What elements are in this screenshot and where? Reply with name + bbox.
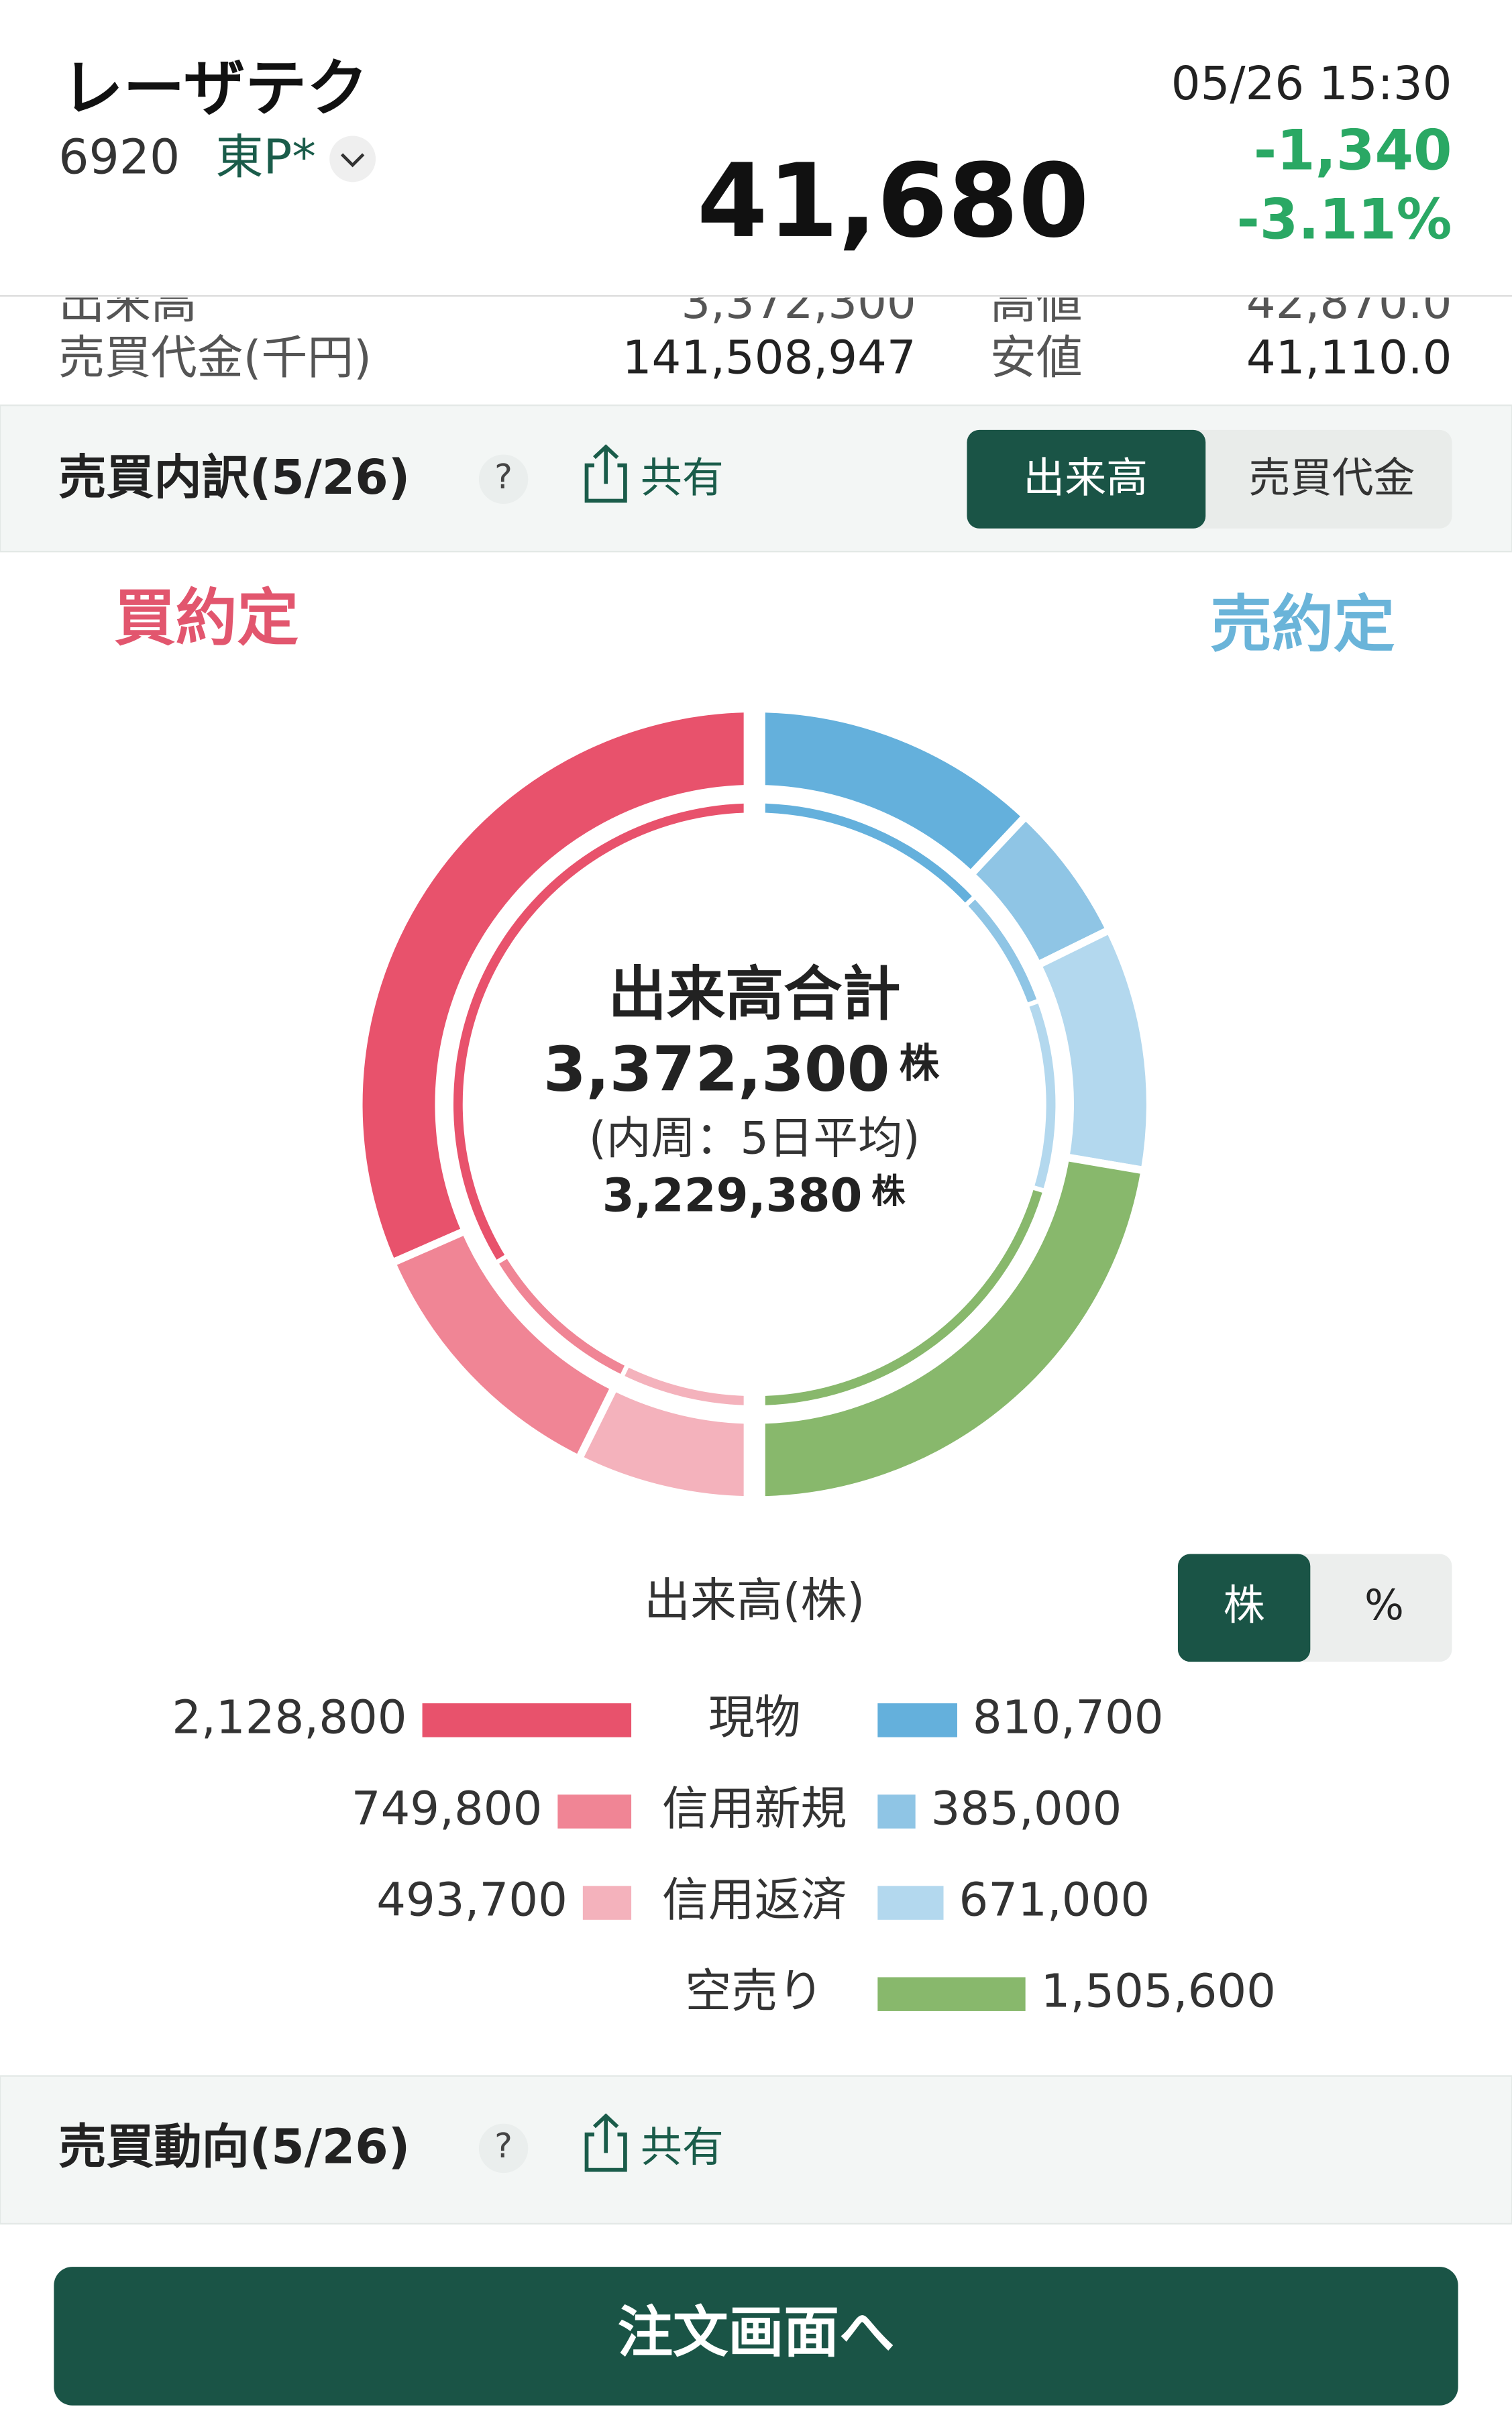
unit-toggle-active[interactable] <box>1177 1554 1311 1662</box>
unit-option[interactable]: % <box>1364 1580 1404 1629</box>
legend-value: 385,000 <box>931 1782 1122 1835</box>
legend-bar <box>877 1703 957 1737</box>
sell-label: 売約定 <box>1210 588 1395 660</box>
section-title: 売買動向(5/26) <box>58 2118 410 2174</box>
legend-value: 810,700 <box>973 1690 1164 1744</box>
market: 東P* <box>215 129 316 185</box>
section-title: 売買内訳(5/26) <box>58 449 410 505</box>
legend-bar <box>557 1794 632 1829</box>
help-text[interactable]: ? <box>494 457 512 496</box>
stock-code: 6920 <box>58 129 180 185</box>
gap <box>743 1387 765 1508</box>
center-total: 3,372,300 <box>543 1034 890 1106</box>
legend-value: 1,505,600 <box>1041 1965 1276 2019</box>
order-button-text[interactable]: 注文画面へ <box>617 2300 894 2365</box>
stat-value: 42,870.0 <box>1246 276 1452 329</box>
market-dropdown[interactable] <box>329 136 376 182</box>
share-text[interactable]: 共有 <box>641 453 724 502</box>
help-text[interactable]: ? <box>494 2126 512 2165</box>
legend-value: 749,800 <box>352 1782 543 1835</box>
center-title: 出来高合計 <box>608 960 901 1028</box>
donut-segment <box>386 1226 620 1464</box>
gap <box>743 700 765 821</box>
donut-segment <box>355 704 759 1269</box>
legend-bar <box>877 1886 944 1920</box>
legend-bar <box>877 1794 916 1829</box>
change-pct: -3.11% <box>1237 188 1452 252</box>
toggle-active[interactable] <box>967 429 1206 529</box>
inner-segment <box>618 1361 757 1410</box>
order-button[interactable] <box>54 2267 1458 2406</box>
stat-value: 41,110.0 <box>1246 331 1452 385</box>
change: -1,340 <box>1254 118 1452 182</box>
legend-title: 出来高(株) <box>644 1574 865 1627</box>
section-header <box>0 2075 1512 2225</box>
stat-value: 3,372,300 <box>681 276 916 329</box>
legend-category: 空売り <box>685 1965 824 2019</box>
stat-label: 出来高 <box>58 276 197 329</box>
stat-label: 高値 <box>990 276 1083 329</box>
toggle-option[interactable]: 出来高 <box>1023 453 1148 502</box>
share-text[interactable]: 共有 <box>641 2123 724 2171</box>
legend-value: 2,128,800 <box>172 1690 407 1744</box>
help-icon[interactable] <box>478 2123 529 2174</box>
center-inner-total: 3,229,380 <box>602 1169 863 1222</box>
legend-category: 信用返済 <box>662 1874 847 1927</box>
buy-label: 買約定 <box>114 582 299 654</box>
help-icon[interactable] <box>478 454 529 504</box>
price: 41,680 <box>697 142 1089 260</box>
stats: 出来高 3,372,300 高値 42,870.0 売買代金(千円) 141,5… <box>58 276 1452 385</box>
legend-value: 493,700 <box>376 1874 568 1927</box>
stock-name: レーザテク <box>62 53 368 125</box>
legend-bar <box>582 1886 632 1920</box>
legend-category: 信用新規 <box>662 1782 847 1835</box>
donut-segment <box>574 1382 759 1504</box>
legend: 現物 2,128,800 810,700 信用新規 749,800 385,000 信用返済… <box>172 1690 1276 2018</box>
stat-value: 141,508,947 <box>623 331 916 385</box>
legend-bar <box>877 1977 1026 2011</box>
legend-bar <box>422 1703 632 1737</box>
share-icon[interactable] <box>584 444 627 503</box>
donut <box>355 700 1154 1508</box>
center-note: (内周：5日平均) <box>589 1112 920 1164</box>
stat-label: 売買代金(千円) <box>58 331 372 385</box>
toggle-option[interactable]: 売買代金 <box>1249 453 1415 502</box>
unit-option[interactable]: 株 <box>1224 1580 1265 1629</box>
inner-segment <box>1023 998 1061 1194</box>
legend-category: 現物 <box>708 1690 801 1744</box>
inner-segment <box>492 1252 631 1381</box>
stat-label: 安値 <box>990 331 1083 385</box>
center-unit: 株 <box>899 1040 939 1087</box>
datetime: 05/26 15:30 <box>1171 57 1452 111</box>
center-unit: 株 <box>871 1171 906 1211</box>
share-icon[interactable] <box>584 2113 627 2172</box>
legend-value: 671,000 <box>959 1874 1150 1927</box>
